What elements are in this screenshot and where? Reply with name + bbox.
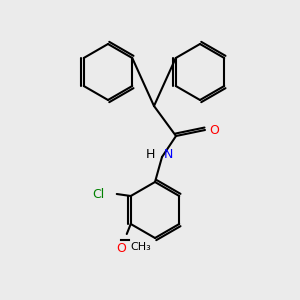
Text: N: N [164, 148, 173, 161]
Text: CH₃: CH₃ [131, 242, 152, 252]
Text: O: O [209, 124, 219, 136]
Text: H: H [145, 148, 155, 161]
Text: O: O [116, 242, 126, 255]
Text: Cl: Cl [92, 188, 105, 200]
